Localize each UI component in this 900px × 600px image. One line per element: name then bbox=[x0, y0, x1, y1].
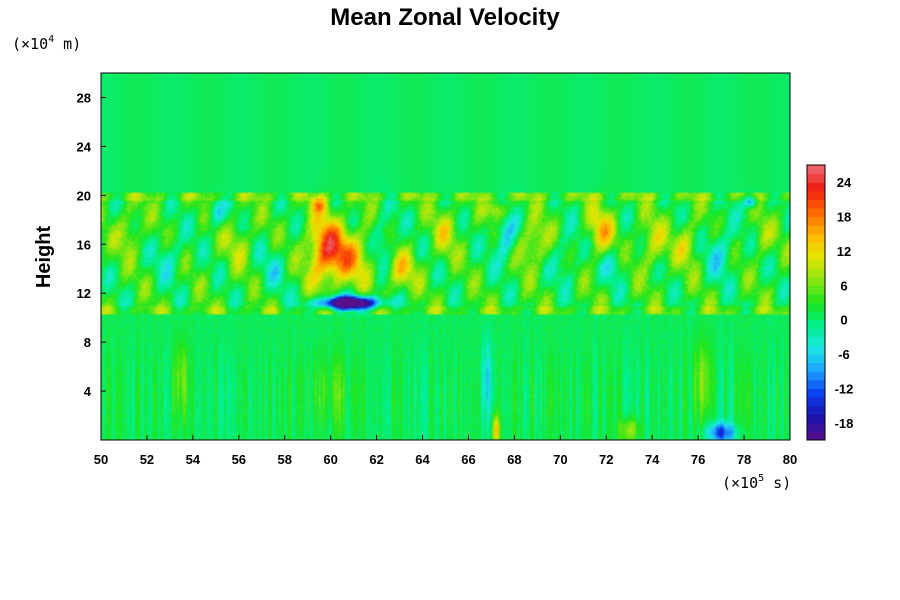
y-tick-label: 16 bbox=[77, 237, 91, 252]
colorbar-tick-label: -12 bbox=[835, 381, 854, 396]
colorbar-tick-label: 12 bbox=[837, 244, 851, 259]
x-tick-label: 64 bbox=[415, 452, 430, 467]
x-axis-unit: (×105 s) bbox=[722, 473, 791, 492]
y-tick-label: 4 bbox=[84, 384, 92, 399]
x-axis-ticks: 50 52 54 56 58 60 62 64 66 68 70 72 74 76 78 80 bbox=[94, 435, 797, 467]
colorbar-band bbox=[807, 182, 825, 192]
colorbar-band bbox=[807, 311, 825, 321]
colorbar bbox=[806, 164, 826, 441]
colorbar-band bbox=[807, 190, 825, 200]
colorbar-band bbox=[807, 199, 825, 209]
colorbar-band bbox=[807, 285, 825, 295]
colorbar-tick-label: -6 bbox=[838, 347, 850, 362]
colorbar-band bbox=[807, 276, 825, 286]
y-tick-label: 8 bbox=[84, 335, 91, 350]
colorbar-tick-label: 0 bbox=[840, 313, 847, 328]
colorbar-band bbox=[807, 233, 825, 243]
x-tick-label: 68 bbox=[507, 452, 521, 467]
y-tick-label: 12 bbox=[77, 286, 91, 301]
plot-frame bbox=[100, 72, 791, 441]
y-tick-label: 28 bbox=[77, 90, 91, 105]
colorbar-tick-label: -18 bbox=[835, 416, 854, 431]
x-tick-label: 58 bbox=[277, 452, 291, 467]
colorbar-frame bbox=[806, 164, 826, 441]
colorbar-band bbox=[807, 173, 825, 183]
x-tick-label: 56 bbox=[232, 452, 246, 467]
colorbar-band bbox=[807, 259, 825, 269]
y-unit-suffix: m) bbox=[54, 35, 81, 53]
x-tick-label: 54 bbox=[186, 452, 201, 467]
colorbar-band bbox=[807, 216, 825, 226]
colorbar-band bbox=[807, 242, 825, 252]
colorbar-band bbox=[807, 345, 825, 355]
colorbar-tick-label: 24 bbox=[837, 175, 852, 190]
colorbar-band bbox=[807, 165, 825, 175]
colorbar-band bbox=[807, 422, 825, 432]
colorbar-band bbox=[807, 207, 825, 218]
colorbar-band bbox=[807, 405, 825, 415]
colorbar-band bbox=[807, 388, 825, 398]
colorbar-ticks: 24 18 12 6 0 -6 -12 -18 bbox=[835, 175, 854, 431]
y-tick-label: 20 bbox=[77, 188, 91, 203]
x-tick-label: 78 bbox=[737, 452, 751, 467]
y-tick-label: 24 bbox=[77, 139, 92, 154]
x-tick-label: 80 bbox=[783, 452, 797, 467]
x-tick-label: 60 bbox=[323, 452, 337, 467]
colorbar-band bbox=[807, 371, 825, 381]
x-unit-prefix: (×10 bbox=[722, 474, 758, 492]
colorbar-band bbox=[807, 293, 825, 303]
x-tick-label: 72 bbox=[599, 452, 613, 467]
colorbar-tick-label: 6 bbox=[840, 278, 847, 293]
colorbar-band bbox=[807, 268, 825, 278]
colorbar-band bbox=[807, 362, 825, 372]
colorbar-band bbox=[807, 336, 825, 346]
x-tick-label: 52 bbox=[140, 452, 154, 467]
y-axis-ticks: 4 8 12 16 20 24 28 bbox=[77, 90, 106, 399]
colorbar-band bbox=[807, 225, 825, 235]
x-tick-label: 62 bbox=[369, 452, 383, 467]
x-tick-label: 74 bbox=[645, 452, 660, 467]
colorbar-band bbox=[807, 250, 825, 261]
x-unit-suffix: s) bbox=[764, 474, 791, 492]
y-axis-label: Height bbox=[33, 226, 55, 289]
x-tick-label: 66 bbox=[461, 452, 475, 467]
y-unit-prefix: (×10 bbox=[12, 35, 48, 53]
x-tick-label: 76 bbox=[691, 452, 705, 467]
x-unit-exponent: 5 bbox=[758, 473, 764, 484]
colorbar-band bbox=[807, 431, 825, 441]
colorbar-band bbox=[807, 414, 825, 424]
x-tick-label: 50 bbox=[94, 452, 108, 467]
heatmap-image bbox=[101, 73, 790, 440]
y-axis-unit: (×104 m) bbox=[12, 34, 81, 53]
colorbar-band bbox=[807, 328, 825, 338]
colorbar-band bbox=[807, 379, 825, 389]
x-tick-label: 70 bbox=[553, 452, 567, 467]
colorbar-band bbox=[807, 397, 825, 407]
colorbar-band bbox=[807, 302, 825, 312]
chart-title: Mean Zonal Velocity bbox=[330, 4, 560, 31]
y-unit-exponent: 4 bbox=[48, 34, 54, 45]
colorbar-band bbox=[807, 319, 825, 329]
colorbar-tick-label: 18 bbox=[837, 210, 851, 225]
colorbar-band bbox=[807, 354, 825, 364]
